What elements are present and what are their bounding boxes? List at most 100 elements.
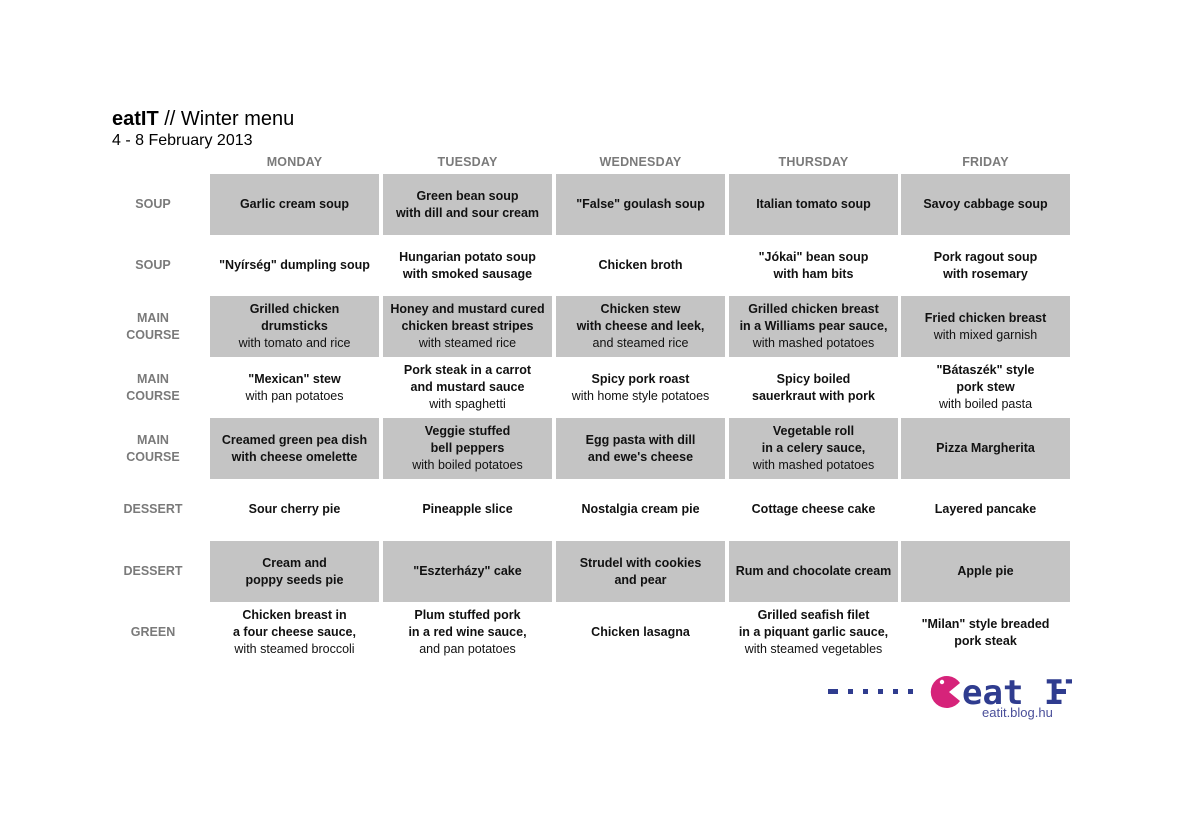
dish-side: and pan potatoes	[419, 642, 516, 656]
dish-name: Grilled chicken breast in a Williams pea…	[739, 302, 888, 333]
menu-cell: Spicy boiled sauerkraut with pork	[729, 357, 898, 418]
dish-side: and steamed rice	[592, 336, 689, 350]
menu-cell: Italian tomato soup	[729, 174, 898, 235]
menu-cell: Egg pasta with dill and ewe's cheese	[556, 418, 725, 479]
dish-name: Savoy cabbage soup	[923, 197, 1048, 211]
menu-cell: Apple pie	[901, 541, 1070, 602]
menu-cell: Nostalgia cream pie	[556, 479, 725, 540]
menu-cell: Chicken breast in a four cheese sauce, wi…	[210, 602, 379, 663]
menu-cell: Layered pancake	[901, 479, 1070, 540]
menu-cell: Pineapple slice	[383, 479, 552, 540]
menu-cell: Plum stuffed pork in a red wine sauce, an…	[383, 602, 552, 663]
menu-cell: Chicken lasagna	[556, 602, 725, 663]
menu-cell: Grilled chicken breast in a Williams pea…	[729, 296, 898, 357]
dish-name: Strudel with cookies and pear	[579, 555, 702, 587]
dish-name: Plum stuffed pork in a red wine sauce,	[408, 608, 527, 639]
dish-name: Chicken lasagna	[591, 625, 690, 639]
menu-cell: Vegetable roll in a celery sauce, with ma…	[729, 418, 898, 479]
logo-pacman-icon	[930, 676, 960, 708]
day-header-friday: FRIDAY	[962, 155, 1009, 169]
dish-name: Pork ragout soup with rosemary	[933, 249, 1038, 281]
menu-cell: Green bean soup with dill and sour cream	[383, 174, 552, 235]
row-label: MAIN COURSE	[126, 432, 180, 464]
menu-cell: "Mexican" stew with pan potatoes	[210, 357, 379, 418]
menu-cell: Grilled chicken drumsticks with tomato an…	[210, 296, 379, 357]
dish-name: Egg pasta with dill and ewe's cheese	[585, 432, 696, 464]
menu-cell: Cottage cheese cake	[729, 479, 898, 540]
dish-name: Hungarian potato soup with smoked sausag…	[399, 249, 536, 281]
dish-name: Pizza Margherita	[936, 441, 1035, 455]
dish-side: with home style potatoes	[571, 388, 710, 403]
menu-cell: Garlic cream soup	[210, 174, 379, 235]
dish-name: Green bean soup with dill and sour cream	[395, 188, 540, 220]
dish-name: Italian tomato soup	[756, 197, 871, 211]
dish-name: Sour cherry pie	[248, 502, 341, 516]
menu-cell: Honey and mustard cured chicken breast s…	[383, 296, 552, 357]
dish-side: with tomato and rice	[238, 336, 351, 350]
day-header-monday: MONDAY	[266, 155, 323, 169]
menu-cell: Grilled seafish filet in a piquant garli…	[729, 602, 898, 663]
dish-name: Nostalgia cream pie	[581, 502, 700, 516]
dish-side: with spaghetti	[429, 397, 506, 411]
dish-name: Garlic cream soup	[239, 197, 350, 211]
date-range: 4 - 8 February 2013	[112, 132, 253, 149]
dish-side: with steamed rice	[418, 336, 517, 350]
dish-side: with mashed potatoes	[752, 458, 875, 472]
row-label: DESSERT	[123, 502, 183, 516]
row-label: MAIN COURSE	[126, 371, 180, 403]
menu-cell: Fried chicken breast with mixed garnish	[901, 296, 1070, 357]
dish-name: "Mexican" stew	[248, 371, 341, 386]
day-header-wednesday: WEDNESDAY	[599, 155, 682, 169]
row-label: SOUP	[135, 197, 171, 211]
menu-cell: "False" goulash soup	[556, 174, 725, 235]
dish-name: Vegetable roll in a celery sauce,	[761, 424, 866, 455]
dish-side: with mashed potatoes	[752, 336, 875, 350]
menu-cell: "Eszterházy" cake	[383, 541, 552, 602]
dish-name: Creamed green pea dish with cheese omele…	[221, 432, 368, 464]
menu-cell: Chicken broth	[556, 235, 725, 296]
menu-cell: Savoy cabbage soup	[901, 174, 1070, 235]
dish-name: "Nyírség" dumpling soup	[219, 258, 370, 272]
menu-cell: Creamed green pea dish with cheese omele…	[210, 418, 379, 479]
row-label: DESSERT	[123, 564, 183, 578]
title-text: // Winter menu	[158, 108, 295, 130]
dish-name: Apple pie	[957, 564, 1014, 578]
dish-name: Cottage cheese cake	[751, 502, 876, 516]
day-header-thursday: THURSDAY	[778, 155, 849, 169]
menu-cell: Hungarian potato soup with smoked sausag…	[383, 235, 552, 296]
row-label: SOUP	[135, 258, 171, 272]
dish-side: with mixed garnish	[933, 327, 1038, 342]
row-label: MAIN COURSE	[126, 310, 180, 342]
dish-name: Grilled seafish filet in a piquant garli…	[738, 608, 889, 639]
dish-name: "Eszterházy" cake	[413, 564, 522, 578]
menu-cell: Pork steak in a carrot and mustard sauce…	[383, 357, 552, 418]
dish-name: Chicken stew with cheese and leek,	[576, 302, 705, 333]
dish-name: Pork steak in a carrot and mustard sauce	[403, 363, 532, 394]
dish-name: Fried chicken breast	[924, 310, 1047, 325]
menu-cell: Strudel with cookies and pear	[556, 541, 725, 602]
dish-name: Spicy pork roast	[591, 371, 690, 386]
dish-name: Veggie stuffed bell peppers	[424, 424, 511, 455]
menu-cell: Chicken stew with cheese and leek, and st…	[556, 296, 725, 357]
brand-name: eatIT	[112, 108, 159, 130]
dish-name: "Bátaszék" style pork stew	[936, 363, 1035, 394]
menu-cell: Pizza Margherita	[901, 418, 1070, 479]
menu-cell: Spicy pork roast with home style potatoes	[556, 357, 725, 418]
page-header: eatIT // Winter menu 4 - 8 February 2013	[112, 108, 294, 151]
blog-url: eatit.blog.hu	[982, 705, 1053, 720]
dish-name: "Jókai" bean soup with ham bits	[758, 249, 869, 281]
menu-cell: Veggie stuffed bell peppers with boiled p…	[383, 418, 552, 479]
menu-cell: "Jókai" bean soup with ham bits	[729, 235, 898, 296]
menu-cell: "Nyírség" dumpling soup	[210, 235, 379, 296]
day-header-tuesday: TUESDAY	[437, 155, 498, 169]
dish-side: with boiled potatoes	[412, 458, 523, 472]
logo-dash-line	[828, 689, 1066, 694]
menu-cell: Sour cherry pie	[210, 479, 379, 540]
eatit-logo: eat IT	[828, 673, 1072, 713]
dish-name: Chicken broth	[598, 258, 683, 272]
dish-name: "Milan" style breaded pork steak	[921, 616, 1050, 648]
menu-cell: "Bátaszék" style pork stew with boiled pa…	[901, 357, 1070, 418]
dish-side: with pan potatoes	[245, 388, 344, 403]
menu-cell: Cream and poppy seeds pie	[210, 541, 379, 602]
page-title: eatIT // Winter menu	[112, 108, 294, 130]
